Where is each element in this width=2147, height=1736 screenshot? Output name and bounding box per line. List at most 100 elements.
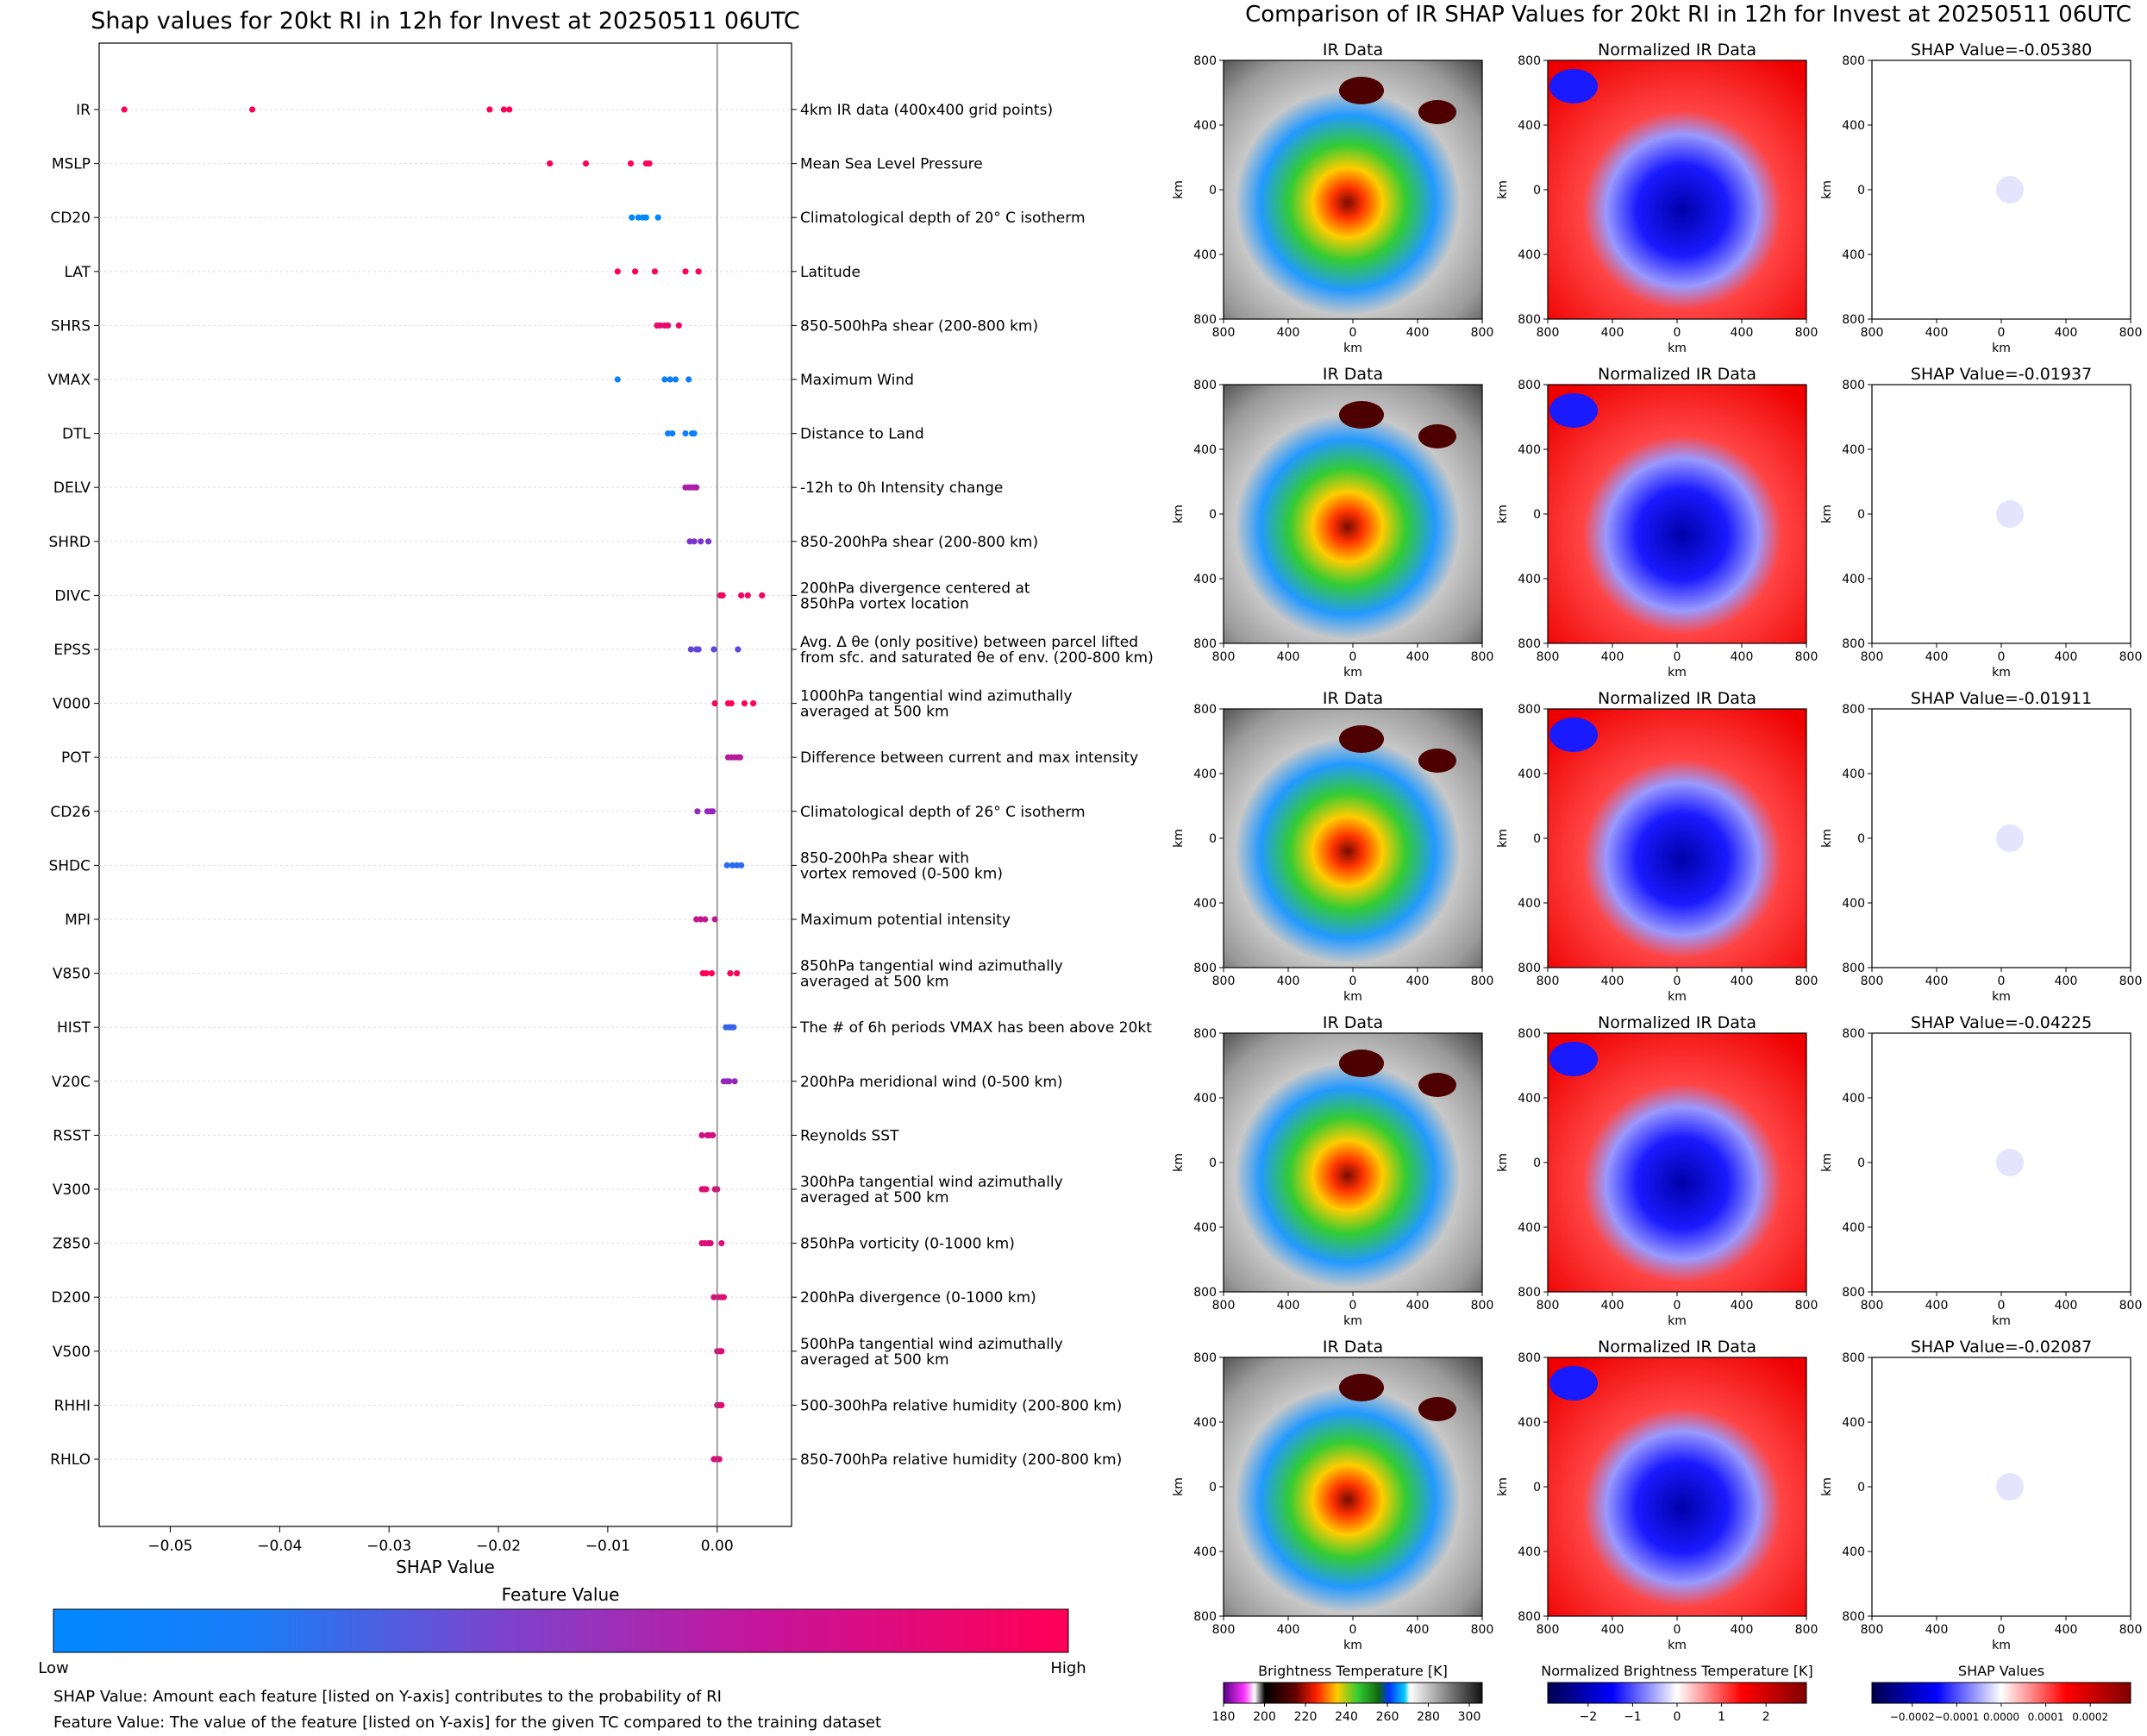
x-tick-label: 0 bbox=[1349, 975, 1357, 988]
y-tick-label: 800 bbox=[1842, 703, 1865, 717]
x-axis-label: km bbox=[1992, 1314, 2011, 1328]
feature-name-rhhi: RHHI bbox=[54, 1397, 91, 1414]
feature-name-shrd: SHRD bbox=[49, 534, 91, 551]
shap-point bbox=[661, 376, 668, 383]
x-axis-label: km bbox=[1343, 1314, 1362, 1328]
x-tick-label: 800 bbox=[1537, 326, 1560, 340]
cbar-tick-label: 1 bbox=[1718, 1710, 1725, 1724]
y-axis-label: km bbox=[1496, 505, 1510, 523]
shap-point bbox=[669, 430, 676, 437]
y-tick-label: 800 bbox=[1842, 637, 1865, 651]
x-tick-label: 800 bbox=[1212, 1623, 1236, 1637]
feature-description: vortex removed (0-500 km) bbox=[800, 865, 1003, 882]
shap-point bbox=[248, 106, 256, 113]
shap-point bbox=[710, 1294, 717, 1300]
x-axis-label: km bbox=[1992, 1639, 2011, 1652]
shap-point bbox=[733, 862, 741, 869]
x-tick-label: 800 bbox=[1795, 975, 1818, 988]
y-tick-label: 400 bbox=[1518, 1416, 1541, 1430]
x-tick-label: 400 bbox=[1277, 1623, 1300, 1637]
feature-name-delv: DELV bbox=[53, 479, 91, 497]
x-tick-label: 400 bbox=[1731, 650, 1754, 664]
y-tick-label: 800 bbox=[1193, 1351, 1217, 1365]
cbar-tick-label: 180 bbox=[1212, 1710, 1236, 1724]
y-tick-label: 400 bbox=[1193, 119, 1217, 133]
feature-description: 850-700hPa relative humidity (200-800 km… bbox=[800, 1451, 1122, 1469]
feature-name-z850: Z850 bbox=[53, 1236, 91, 1253]
shap-point bbox=[682, 430, 689, 437]
x-tick-label: 400 bbox=[2055, 650, 2078, 664]
x-tick-label: 400 bbox=[2055, 975, 2078, 988]
shap-point bbox=[718, 1240, 725, 1247]
panel-title: Normalized IR Data bbox=[1598, 1013, 1756, 1032]
y-tick-label: 0 bbox=[1857, 832, 1865, 846]
cold-cloud-blob bbox=[1549, 69, 1598, 103]
feature-description: Maximum potential intensity bbox=[800, 912, 1011, 929]
y-axis-label: km bbox=[1820, 180, 1834, 199]
cbar-tick-label: 2 bbox=[1762, 1710, 1770, 1724]
cold-cloud-blob bbox=[1549, 1366, 1598, 1401]
x-tick-label: 0 bbox=[1349, 1623, 1357, 1637]
y-axis-label: km bbox=[1820, 1477, 1834, 1496]
x-tick-label: 800 bbox=[1537, 1299, 1560, 1313]
shap-point bbox=[698, 538, 704, 545]
x-axis-label: km bbox=[1992, 666, 2011, 680]
x-axis-label: km bbox=[1343, 990, 1362, 1004]
y-tick-label: 800 bbox=[1518, 1610, 1541, 1624]
feature-name-v000: V000 bbox=[53, 696, 91, 713]
bottom-colorbar-title: SHAP Values bbox=[1958, 1663, 2044, 1679]
x-tick-label: 400 bbox=[1601, 1623, 1624, 1637]
shap-point bbox=[711, 700, 718, 707]
shap-point bbox=[486, 106, 493, 113]
x-tick-label: 0 bbox=[1674, 650, 1681, 664]
y-tick-label: 400 bbox=[1518, 897, 1541, 911]
x-tick-label: 400 bbox=[1601, 1299, 1624, 1313]
shap-point bbox=[738, 862, 745, 869]
x-tick-label: 400 bbox=[1406, 326, 1430, 340]
y-axis-label: km bbox=[1172, 505, 1186, 523]
x-axis-label: km bbox=[1343, 1639, 1362, 1652]
y-axis-label: km bbox=[1172, 180, 1186, 199]
cold-cloud-blob bbox=[1418, 1073, 1456, 1097]
feature-name-v850: V850 bbox=[53, 966, 91, 983]
feature-name-mpi: MPI bbox=[65, 912, 91, 929]
feature-description: 850hPa vortex location bbox=[800, 595, 969, 612]
x-tick-label: 800 bbox=[1212, 650, 1236, 664]
cbar-tick-label: −0.0001 bbox=[1934, 1711, 1979, 1723]
feature-description: 850hPa vorticity (0-1000 km) bbox=[800, 1236, 1015, 1253]
cbar-tick-label: −0.0002 bbox=[1890, 1711, 1935, 1723]
panel-title: IR Data bbox=[1323, 1013, 1383, 1032]
comparison-title: Comparison of IR SHAP Values for 20kt RI… bbox=[1245, 2, 2131, 28]
y-tick-label: 400 bbox=[1193, 1092, 1217, 1106]
cbar-tick-label: 300 bbox=[1458, 1710, 1481, 1724]
feature-name-ir: IR bbox=[76, 102, 91, 119]
shap-point bbox=[741, 700, 748, 707]
colorbar-low-label: Low bbox=[38, 1659, 68, 1677]
feature-name-dtl: DTL bbox=[62, 426, 91, 443]
x-tick-label: 0 bbox=[1674, 1623, 1681, 1637]
y-tick-label: 800 bbox=[1518, 313, 1541, 327]
shap-point bbox=[691, 538, 698, 545]
shap-point bbox=[710, 808, 717, 815]
x-tick-label: 0.00 bbox=[701, 1538, 734, 1555]
shap-point bbox=[629, 214, 635, 221]
feature-name-cd20: CD20 bbox=[50, 210, 91, 227]
shap-point bbox=[730, 1024, 737, 1031]
x-tick-label: 800 bbox=[1795, 326, 1818, 340]
shap-point bbox=[726, 1078, 733, 1085]
y-tick-label: 400 bbox=[1193, 768, 1217, 781]
shap-point bbox=[710, 1131, 717, 1138]
shap-blob bbox=[1996, 824, 2024, 852]
feature-description: 300hPa tangential wind azimuthally bbox=[800, 1174, 1063, 1191]
y-tick-label: 0 bbox=[1533, 1156, 1541, 1170]
shap-blob bbox=[1996, 1473, 2024, 1501]
y-tick-label: 800 bbox=[1842, 54, 1865, 68]
x-tick-label: 800 bbox=[1212, 975, 1236, 988]
normalized-ir-image bbox=[1548, 60, 1806, 319]
y-tick-label: 0 bbox=[1209, 508, 1217, 522]
shap-point bbox=[729, 862, 736, 869]
y-axis-label: km bbox=[1496, 180, 1510, 199]
panel-title: Normalized IR Data bbox=[1598, 689, 1756, 708]
feature-name-shdc: SHDC bbox=[48, 857, 91, 874]
